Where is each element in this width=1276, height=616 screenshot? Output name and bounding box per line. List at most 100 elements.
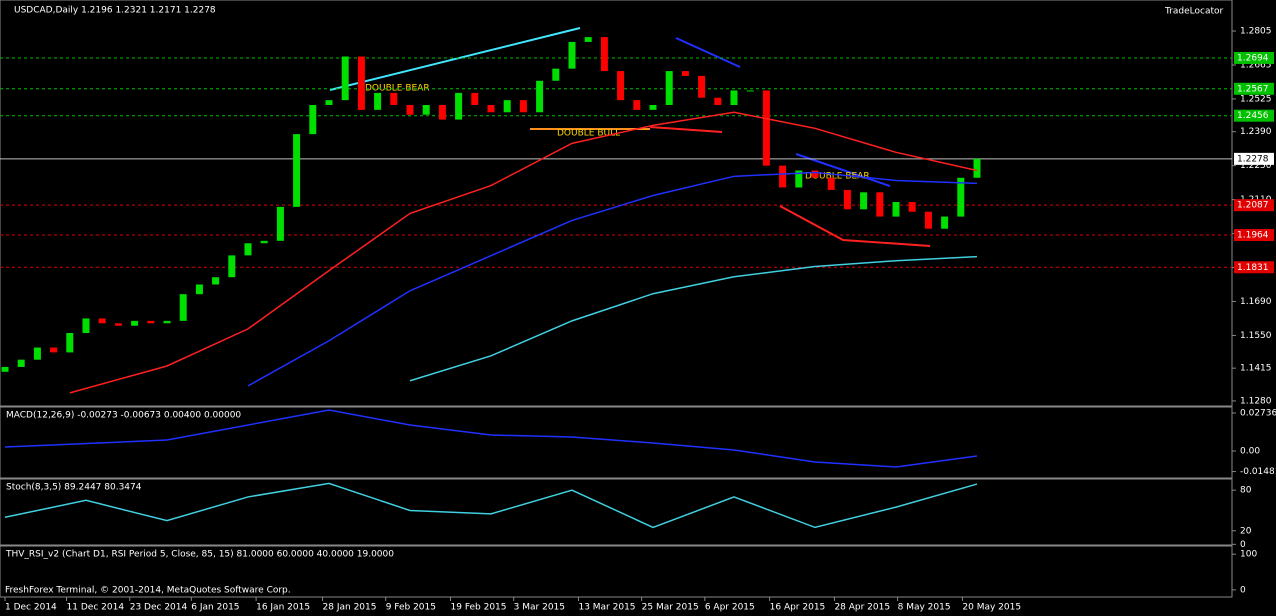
level-box <box>1234 152 1274 165</box>
trendline <box>649 126 723 133</box>
candle <box>455 92 463 120</box>
line <box>4 482 978 529</box>
panel-title: MACD(12,26,9) -0.00273 -0.00673 0.00400 … <box>6 411 241 421</box>
copyright: FreshForex Terminal, © 2001-2014, MetaQu… <box>5 586 291 596</box>
level-box <box>1234 229 1274 242</box>
y-tick-label: 20 <box>1240 526 1252 536</box>
level-box <box>1234 51 1274 64</box>
candle <box>50 347 58 353</box>
x-tick-label: 6 Jan 2015 <box>191 603 239 613</box>
level-label: 1.2694 <box>1237 53 1269 63</box>
candle <box>957 177 965 217</box>
candle <box>341 56 349 101</box>
panel-title: THV_RSI_v2 (Chart D1, RSI Period 5, Clos… <box>5 550 394 560</box>
candle <box>730 90 738 106</box>
level-label: 1.2087 <box>1237 201 1269 211</box>
candle <box>228 255 236 278</box>
x-tick-label: 19 Feb 2015 <box>451 603 507 613</box>
candle <box>114 323 122 326</box>
candle <box>212 277 220 285</box>
y-tick-label: 100 <box>1240 550 1257 560</box>
candle <box>746 90 754 92</box>
x-tick-label: 20 May 2015 <box>962 603 1021 613</box>
candle <box>876 192 884 217</box>
panel-title: Stoch(8,3,5) 89.2447 80.3474 <box>6 483 142 493</box>
level-box <box>1234 109 1274 122</box>
y-tick-label: 1.2525 <box>1240 94 1272 104</box>
y-tick-label: 0 <box>1240 585 1246 595</box>
candle <box>195 284 203 295</box>
candle <box>147 320 155 324</box>
level-label: 1.1831 <box>1237 263 1269 273</box>
candle <box>698 75 706 98</box>
candle <box>33 347 41 360</box>
trendline <box>675 37 741 68</box>
candle <box>633 100 641 110</box>
brand[interactable]: TradeLocator <box>1164 7 1224 17</box>
candle <box>1 366 9 372</box>
line <box>247 171 978 387</box>
candle <box>325 100 333 106</box>
y-tick-label: 1.1280 <box>1240 396 1272 406</box>
candle <box>309 105 317 135</box>
candle <box>163 320 171 324</box>
x-tick-label: 1 Dec 2014 <box>5 603 57 613</box>
x-tick-label: 16 Jan 2015 <box>256 603 310 613</box>
candle <box>98 318 106 324</box>
x-tick-label: 6 Apr 2015 <box>705 603 755 613</box>
rsi-frame <box>0 545 1233 598</box>
candle <box>357 56 365 110</box>
annotation: DOUBLE BULL <box>557 129 620 139</box>
x-tick-label: 28 Apr 2015 <box>834 603 890 613</box>
candle <box>779 165 787 188</box>
y-tick-label: -0.01481 <box>1240 467 1276 477</box>
x-tick-label: 25 Mar 2015 <box>642 603 699 613</box>
y-tick-label: 1.2390 <box>1240 127 1272 137</box>
candle <box>924 211 932 229</box>
symbol: USDCAD,Daily 1.2196 1.2321 1.2171 1.2278 <box>14 6 216 16</box>
candle <box>552 68 560 81</box>
candle <box>568 41 576 69</box>
x-tick-label: 9 Feb 2015 <box>386 603 436 613</box>
candle <box>681 71 689 76</box>
y-tick-label: 0.02736 <box>1240 409 1276 419</box>
x-tick-label: 23 Dec 2014 <box>130 603 188 613</box>
stoch-frame <box>0 478 1233 546</box>
y-tick-label: 1.1550 <box>1240 331 1272 341</box>
candle <box>762 90 770 166</box>
candle <box>438 105 446 120</box>
x-tick-label: 11 Dec 2014 <box>67 603 125 613</box>
candle <box>617 71 625 101</box>
y-tick-label: 1.2805 <box>1240 27 1272 37</box>
y-tick-label: 1.1415 <box>1240 364 1272 374</box>
candle <box>390 92 398 106</box>
line <box>409 255 978 382</box>
main-frame <box>0 0 1233 407</box>
candle <box>600 37 608 72</box>
candle <box>908 202 916 212</box>
x-tick-label: 13 Mar 2015 <box>578 603 635 613</box>
x-tick-label: 8 May 2015 <box>898 603 951 613</box>
candle <box>17 359 25 367</box>
candle <box>714 97 722 106</box>
candle <box>276 206 284 241</box>
y-tick-label: 80 <box>1240 486 1252 496</box>
candle <box>536 80 544 113</box>
trendline <box>779 205 931 247</box>
candle <box>66 332 74 353</box>
y-tick-label: 1.2250 <box>1240 161 1272 171</box>
candle <box>422 105 430 115</box>
candle <box>293 134 301 207</box>
annotation: DOUBLE BEAR <box>805 172 870 182</box>
candle <box>244 243 252 256</box>
candle <box>941 216 949 229</box>
candle <box>795 170 803 188</box>
candle <box>665 71 673 106</box>
candle <box>892 202 900 217</box>
line <box>69 111 978 394</box>
candle <box>179 294 187 321</box>
candle <box>503 100 511 113</box>
candle <box>82 318 90 333</box>
candle <box>471 92 479 106</box>
